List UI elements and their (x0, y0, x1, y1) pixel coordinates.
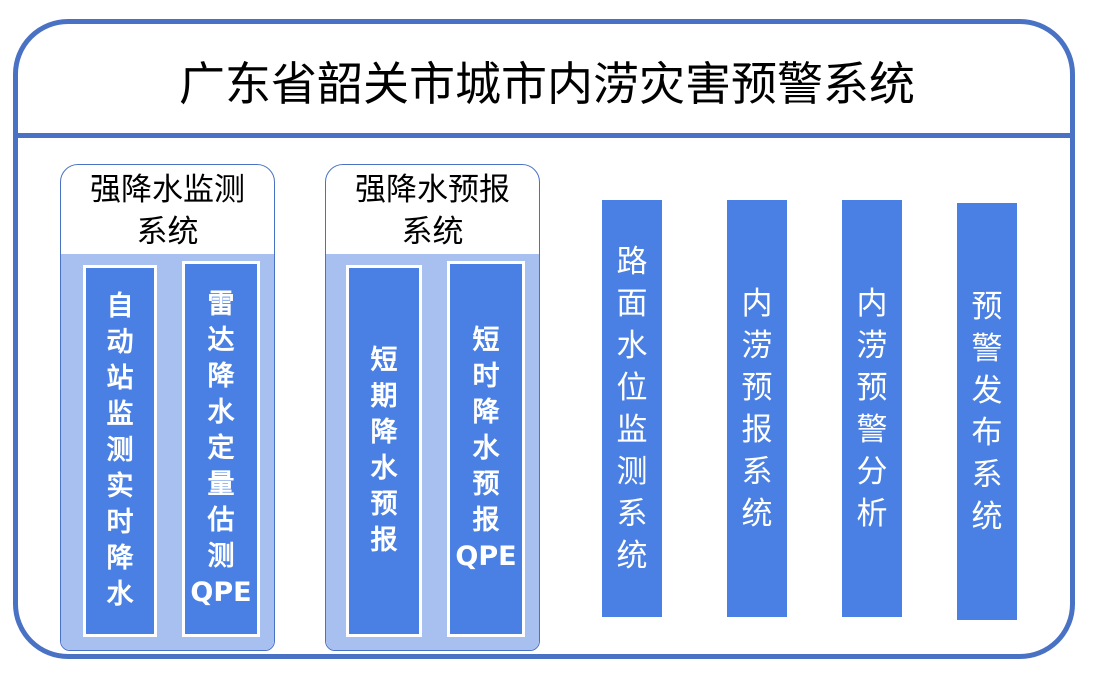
waterlogging-warning-analysis-column: 内 涝 预 警 分 析 (842, 200, 902, 617)
rain-forecast-group: 强降水预报 系统 短 期 降 水 预 报 短 时 降 水 预 报 QPE (325, 164, 540, 651)
nowcast-qpe-box: 短 时 降 水 预 报 QPE (447, 261, 525, 637)
rain-monitoring-group: 强降水监测 系统 自 动 站 监 测 实 时 降 水 雷 达 降 水 定 量 估… (60, 164, 275, 651)
page-title: 广东省韶关市城市内涝灾害预警系统 (179, 57, 915, 111)
group-label: 强降水监测 系统 (90, 172, 245, 250)
auto-station-box: 自 动 站 监 测 实 时 降 水 (83, 265, 157, 637)
waterlogging-forecast-column: 内 涝 预 报 系 统 (727, 200, 787, 617)
outer-frame (13, 19, 1075, 659)
road-water-monitoring-column: 路 面 水 位 监 测 系 统 (602, 200, 662, 617)
title-divider (16, 133, 1074, 138)
warning-release-column: 预 警 发 布 系 统 (957, 203, 1017, 620)
group-label: 强降水预报 系统 (355, 172, 510, 250)
short-term-forecast-box: 短 期 降 水 预 报 (346, 265, 422, 637)
radar-qpe-box: 雷 达 降 水 定 量 估 测 QPE (182, 261, 260, 637)
